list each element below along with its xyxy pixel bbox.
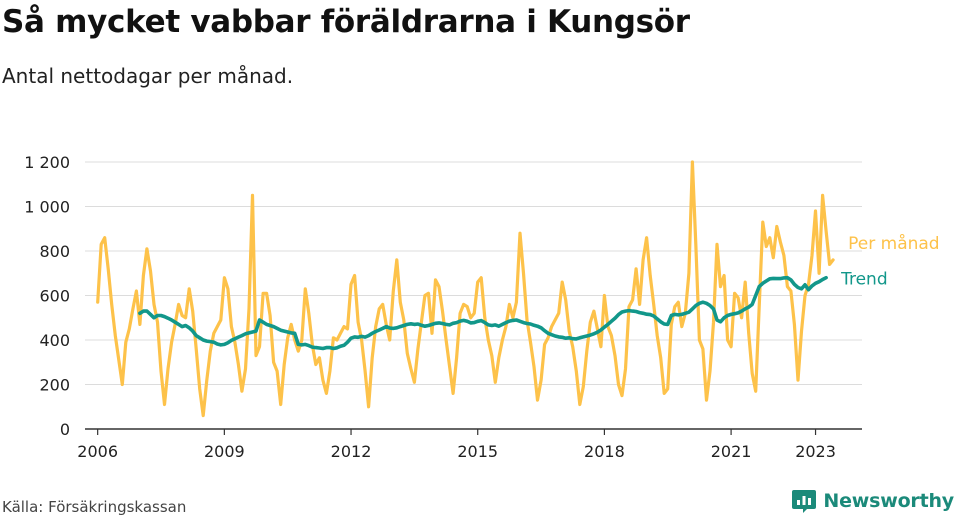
series-line-trend [138,275,828,351]
x-tick-label: 2021 [711,442,752,461]
gridlines [85,161,862,385]
newsworthy-brand[interactable]: Newsworthy [791,488,954,514]
y-tick-label: 200 [39,376,70,395]
x-tick-label: 2015 [457,442,498,461]
series-lines [96,160,835,418]
chart-subtitle: Antal nettodagar per månad. [2,64,294,88]
y-tick-label: 1 000 [24,198,70,217]
y-axis-tick-labels: 0 200 400 600 800 1 000 1 200 [24,153,70,439]
x-axis: 2006 2009 2012 2015 2018 2021 2023 [77,428,862,461]
source-credit: Källa: Försäkringskassan [2,498,187,516]
series-label-per-manad: Per månad [848,233,939,254]
y-tick-label: 0 [60,420,70,439]
y-tick-label: 800 [39,242,70,261]
x-tick-label: 2009 [204,442,245,461]
series-labels: Per månad Trend [840,233,940,290]
brand-name: Newsworthy [823,490,954,512]
x-tick-label: 2018 [584,442,625,461]
y-tick-label: 1 200 [24,153,70,172]
x-tick-label: 2012 [331,442,372,461]
y-tick-label: 400 [39,331,70,350]
chart-title: Så mycket vabbar föräldrarna i Kungsör [2,4,690,40]
x-tick-label: 2023 [795,442,836,461]
x-tick-label: 2006 [77,442,118,461]
series-label-trend: Trend [840,270,888,290]
series-line-per-manad [96,160,835,418]
y-tick-label: 600 [39,287,70,306]
newsworthy-logo-icon [792,490,817,513]
